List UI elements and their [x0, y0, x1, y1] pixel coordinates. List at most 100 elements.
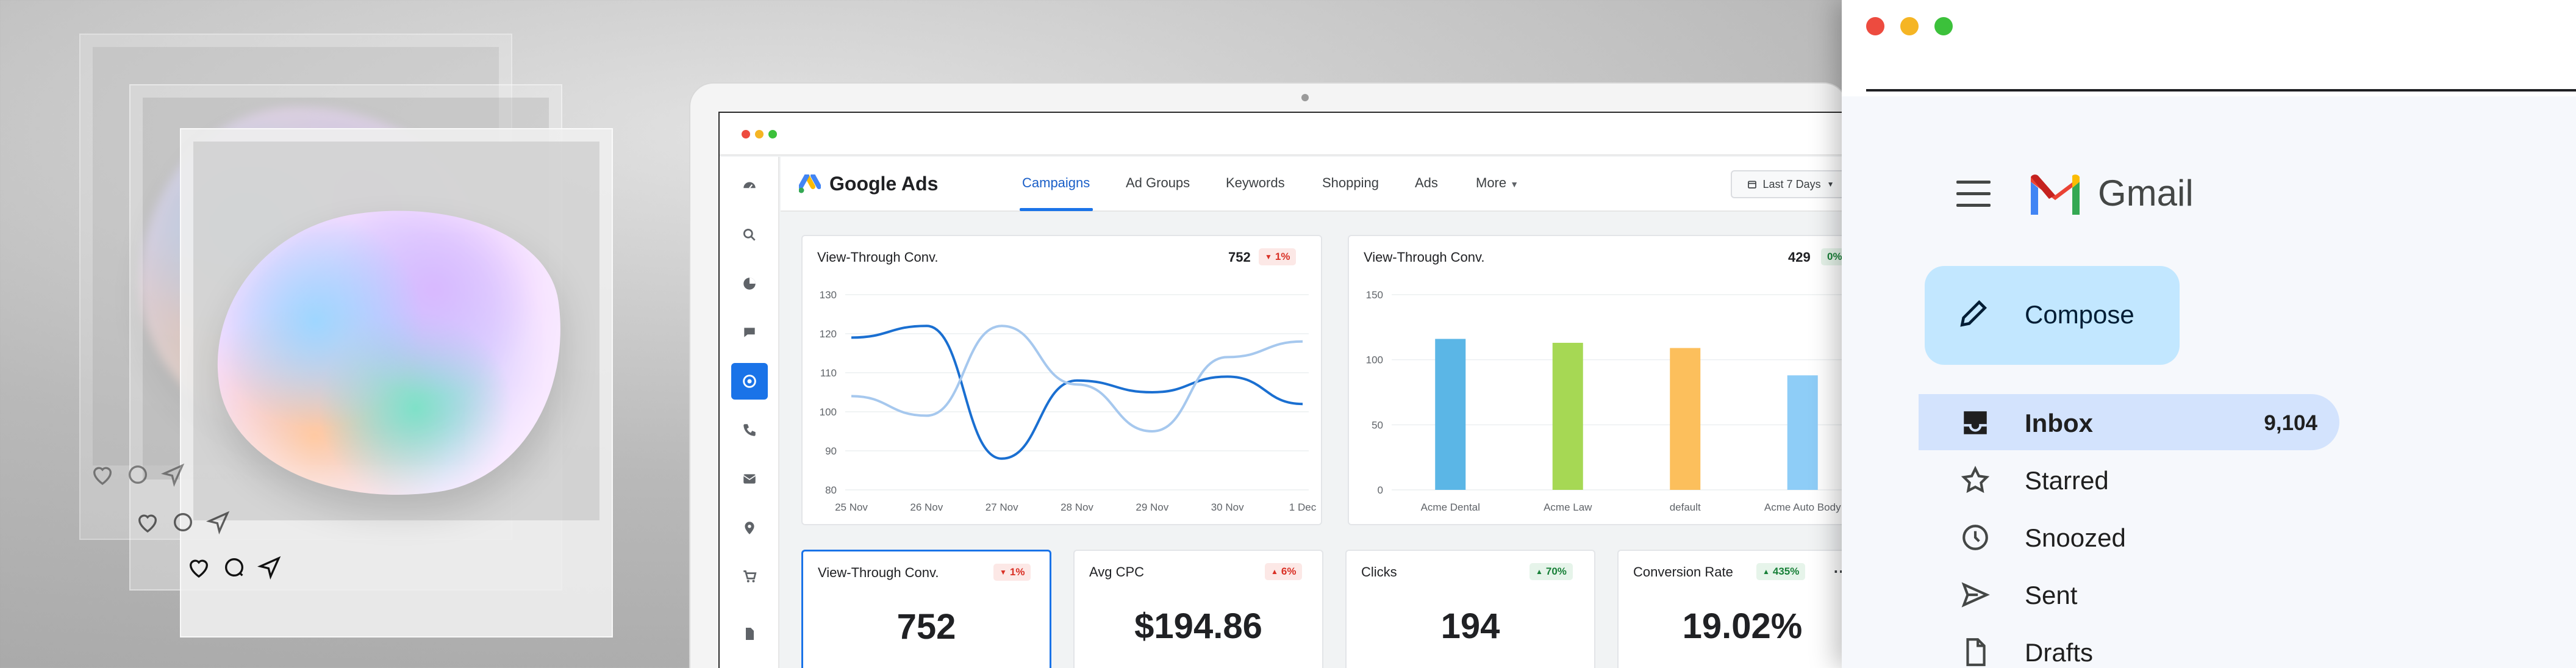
delta-badge: ▲ 70% [1530, 563, 1573, 580]
tab-ad-groups[interactable]: Ad Groups [1126, 175, 1190, 190]
x-tick-label: 1 Dec [1289, 501, 1317, 513]
mail-icon[interactable] [731, 461, 768, 497]
y-tick-label: 90 [825, 445, 837, 457]
x-tick-label: 27 Nov [986, 501, 1018, 513]
maximize-dot[interactable] [1934, 17, 1953, 35]
x-tick-label: 28 Nov [1061, 501, 1093, 513]
nav-starred[interactable]: Starred [1919, 451, 2339, 508]
metric-card-clicks[interactable]: Clicks ▲ 70% 194 [1345, 550, 1595, 668]
heart-icon [93, 467, 112, 486]
tab-more-label: More [1476, 175, 1507, 190]
social-icons-front [187, 555, 282, 580]
nav-drafts[interactable]: Drafts [1919, 623, 2339, 668]
nav-sent[interactable]: Sent [1919, 566, 2339, 622]
compose-label: Compose [2025, 300, 2134, 329]
app-name: Google Ads [829, 173, 939, 195]
y-tick-label: 80 [825, 484, 837, 496]
minimize-dot[interactable] [755, 130, 764, 138]
comment-icon[interactable] [222, 555, 246, 580]
delta-badge: ▼ 1% [993, 564, 1031, 581]
x-tick-label: Acme Dental [1421, 501, 1480, 513]
x-tick-label: 26 Nov [910, 501, 943, 513]
minimize-dot[interactable] [1900, 17, 1919, 35]
metric-value: 194 [1440, 606, 1500, 646]
y-tick-label: 110 [820, 367, 837, 379]
main-menu-icon[interactable] [1956, 181, 1991, 207]
x-tick-label: Acme Law [1544, 501, 1592, 513]
metric-card-avg-cpc[interactable]: Avg CPC ▲ 6% $194.86 [1073, 550, 1323, 668]
down-arrow-icon: ▼ [1000, 568, 1007, 576]
tab-ads[interactable]: Ads [1415, 175, 1438, 190]
metric-title: Clicks [1361, 564, 1397, 580]
metric-title: Conversion Rate [1633, 564, 1733, 580]
nav-inbox[interactable]: Inbox 9,104 [1919, 394, 2339, 450]
up-arrow-icon: ▲ [1762, 567, 1770, 576]
maximize-dot[interactable] [768, 130, 777, 138]
nav-snoozed[interactable]: Snoozed [1919, 509, 2339, 565]
y-tick-label: 130 [820, 289, 837, 301]
window-titlebar [720, 113, 1847, 156]
tab-more[interactable]: More ▼ [1476, 175, 1519, 191]
card-value: 752 [1228, 250, 1251, 265]
card-value: 429 [1788, 250, 1811, 265]
search-icon[interactable] [731, 217, 768, 253]
bar-chart: 150 100 50 0 Acme Dental Acme Law default Acme … [1366, 289, 1847, 513]
ads-sidebar [720, 157, 779, 668]
metric-card-conversion-rate[interactable]: Conversion Rate ▲ 435% ⋯ 19.02% [1617, 550, 1847, 668]
comment-icon [174, 513, 192, 531]
x-tick-label: Acme Auto Body [1764, 501, 1841, 513]
delta-value: 1% [1009, 566, 1025, 578]
google-ads-icon [799, 174, 821, 193]
tab-campaigns[interactable]: Campaigns [1022, 175, 1090, 190]
caret-down-icon: ▼ [1826, 180, 1834, 189]
gmail-window: Gmail Compose Inbox 9,104 Starred Snooze… [1842, 0, 2576, 668]
heart-icon [138, 514, 157, 533]
gmail-logo-icon[interactable] [2027, 172, 2083, 216]
bar [1670, 348, 1701, 490]
location-pin-icon[interactable] [731, 509, 768, 546]
date-range-button[interactable]: Last 7 Days ▼ [1731, 170, 1847, 198]
x-tick-label: 30 Nov [1211, 501, 1244, 513]
delta-badge: ▼ 1% [1259, 248, 1297, 265]
document-icon[interactable] [731, 616, 768, 652]
send-icon [161, 463, 185, 487]
gmail-titlebar [1842, 0, 2576, 96]
date-range-label: Last 7 Days [1762, 178, 1821, 190]
metric-card-view-through[interactable]: View-Through Conv. ▼ 1% 752 [801, 550, 1051, 668]
tab-shopping[interactable]: Shopping [1322, 175, 1379, 190]
close-dot[interactable] [742, 130, 750, 138]
google-ads-logo[interactable]: Google Ads [799, 173, 938, 195]
active-tab-indicator [1020, 208, 1093, 211]
pencil-icon [1960, 300, 1987, 327]
send-icon[interactable] [257, 555, 282, 580]
comment-icon [129, 465, 147, 484]
x-tick-label: default [1670, 501, 1701, 513]
metric-title: View-Through Conv. [818, 565, 939, 580]
chat-icon[interactable] [731, 314, 768, 351]
tab-keywords[interactable]: Keywords [1226, 175, 1285, 190]
nav-label: Snoozed [2025, 523, 2126, 552]
send-icon [206, 511, 230, 534]
up-arrow-icon: ▲ [1536, 567, 1543, 576]
bar [1552, 342, 1583, 490]
heart-icon[interactable] [187, 555, 211, 580]
close-dot[interactable] [1866, 17, 1884, 35]
ads-topbar: Google Ads Campaigns Ad Groups Keywords … [781, 157, 1847, 212]
gauge-icon[interactable] [731, 168, 768, 204]
down-arrow-icon: ▼ [1265, 253, 1272, 261]
line-chart: 130 120 110 100 90 80 25 Nov 26 Nov 27 Nov 28 Nov… [820, 289, 1317, 513]
cart-icon[interactable] [731, 558, 768, 595]
phone-icon[interactable] [731, 412, 768, 448]
delta-badge: ▲ 435% [1756, 563, 1806, 580]
series-line-2 [851, 325, 1303, 433]
delta-value: 435% [1772, 566, 1800, 577]
caret-down-icon: ▼ [1510, 179, 1519, 189]
y-tick-label: 150 [1366, 289, 1383, 301]
target-icon[interactable] [731, 363, 768, 400]
card-title: View-Through Conv. [817, 250, 939, 265]
bar [1435, 339, 1466, 490]
y-tick-label: 100 [1366, 354, 1383, 366]
send-icon [1961, 582, 1990, 608]
social-icons-back [90, 462, 185, 487]
pie-chart-icon[interactable] [731, 265, 768, 302]
